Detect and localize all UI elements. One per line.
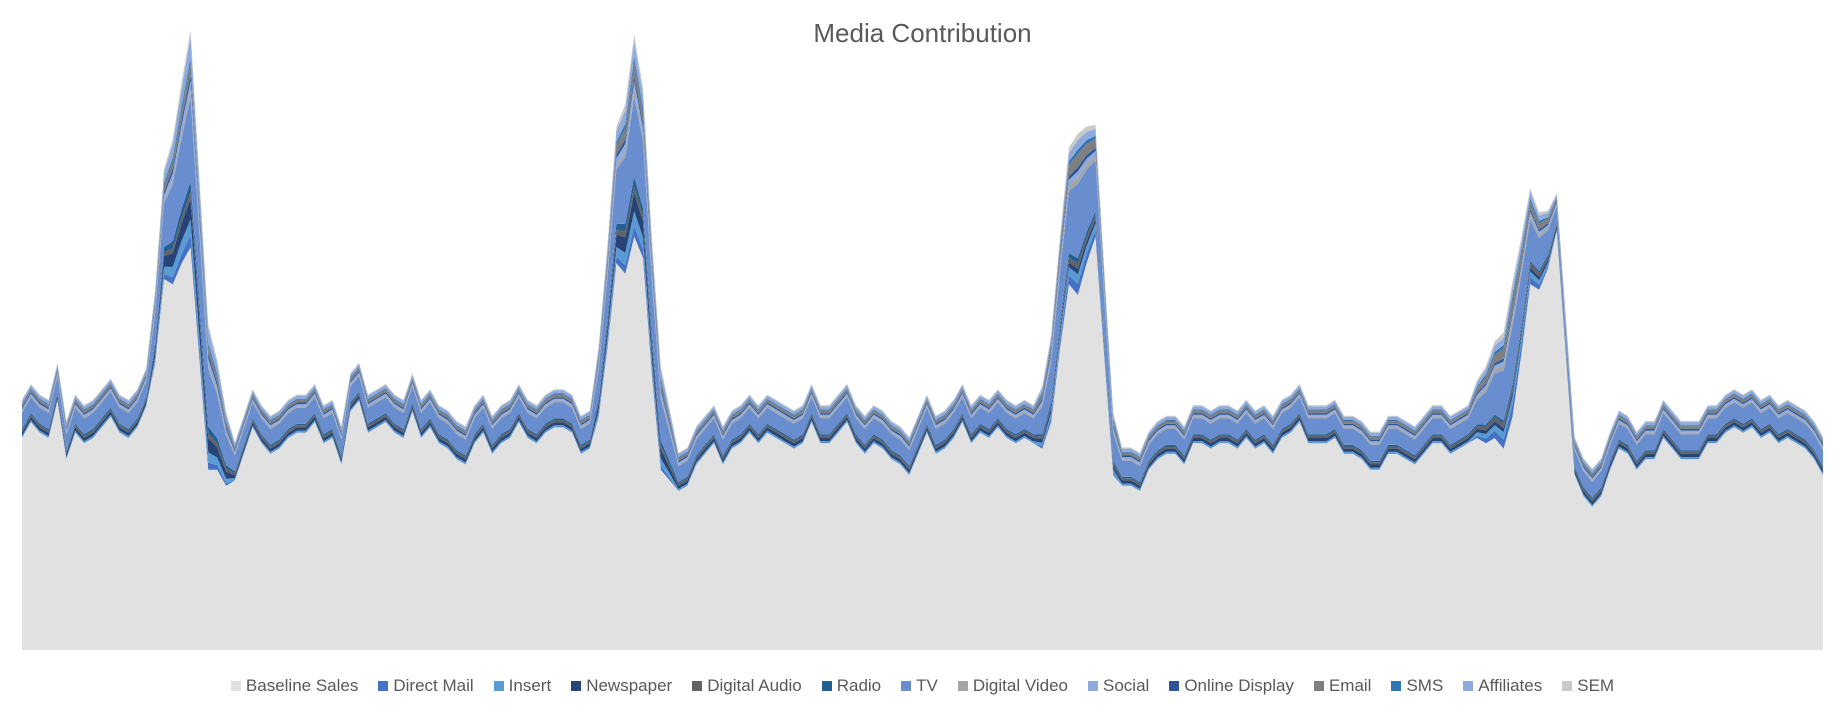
legend-item-affiliates: Affiliates <box>1463 676 1542 696</box>
legend-label: Radio <box>836 676 882 695</box>
legend-swatch <box>957 681 968 691</box>
legend-swatch <box>1562 681 1573 691</box>
area-series-radio <box>22 176 1823 500</box>
area-series-baseline-sales <box>22 231 1823 651</box>
legend-swatch <box>1088 681 1099 691</box>
legend-item-radio: Radio <box>821 676 882 696</box>
legend-item-digital-audio: Digital Audio <box>692 676 802 696</box>
legend-swatch <box>493 681 504 691</box>
legend-label: Direct Mail <box>393 676 474 695</box>
legend-item-digital-video: Digital Video <box>957 676 1069 696</box>
legend-swatch <box>571 681 582 691</box>
legend-item-online-display: Online Display <box>1169 676 1294 696</box>
legend-item-email: Email <box>1313 676 1372 696</box>
legend-label: TV <box>916 676 938 695</box>
stacked-area-chart <box>22 29 1823 651</box>
legend-item-newspaper: Newspaper <box>571 676 672 696</box>
legend-label: Affiliates <box>1478 676 1543 695</box>
legend-label: Newspaper <box>586 676 673 695</box>
legend-label: Digital Audio <box>707 676 802 695</box>
legend-label: Insert <box>508 676 552 695</box>
legend-label: Digital Video <box>972 676 1069 695</box>
legend-swatch <box>230 681 241 691</box>
legend-swatch <box>901 681 912 691</box>
legend-item-insert: Insert <box>493 676 552 696</box>
legend-label: Baseline Sales <box>245 676 359 695</box>
chart-title: Media Contribution <box>813 18 1032 48</box>
legend-swatch <box>1463 681 1474 691</box>
legend-item-baseline-sales: Baseline Sales <box>230 676 359 696</box>
legend-label: Online Display <box>1184 676 1294 695</box>
legend-item-sem: SEM <box>1562 676 1614 696</box>
legend-item-direct-mail: Direct Mail <box>378 676 474 696</box>
legend-label: SEM <box>1577 676 1615 695</box>
legend-swatch <box>1391 681 1402 691</box>
chart-legend: Baseline Sales Direct Mail Insert Newspaper… <box>0 676 1845 696</box>
legend-swatch <box>378 681 389 691</box>
legend-swatch <box>1313 681 1324 691</box>
area-layers <box>22 29 1823 651</box>
legend-swatch <box>1169 681 1180 691</box>
legend-item-social: Social <box>1088 676 1149 696</box>
legend-item-sms: SMS <box>1391 676 1443 696</box>
legend-swatch <box>692 681 703 691</box>
legend-swatch <box>821 681 832 691</box>
legend-label: Social <box>1103 676 1150 695</box>
legend-item-tv: TV <box>901 676 938 696</box>
legend-label: SMS <box>1406 676 1444 695</box>
legend-label: Email <box>1328 676 1372 695</box>
